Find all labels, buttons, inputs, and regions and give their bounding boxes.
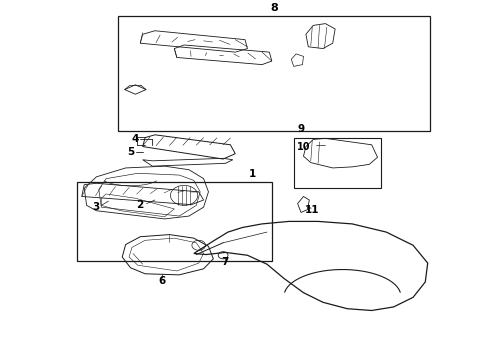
Text: 4: 4 bbox=[132, 134, 139, 144]
Text: 5: 5 bbox=[127, 147, 134, 157]
Text: 8: 8 bbox=[270, 3, 278, 13]
Text: 2: 2 bbox=[137, 201, 144, 210]
Text: 11: 11 bbox=[305, 204, 319, 215]
Text: 10: 10 bbox=[297, 141, 310, 152]
Text: 3: 3 bbox=[93, 202, 100, 212]
Text: 7: 7 bbox=[221, 257, 228, 267]
Text: 6: 6 bbox=[159, 276, 166, 286]
Text: 9: 9 bbox=[297, 125, 305, 134]
Text: 1: 1 bbox=[249, 169, 256, 179]
